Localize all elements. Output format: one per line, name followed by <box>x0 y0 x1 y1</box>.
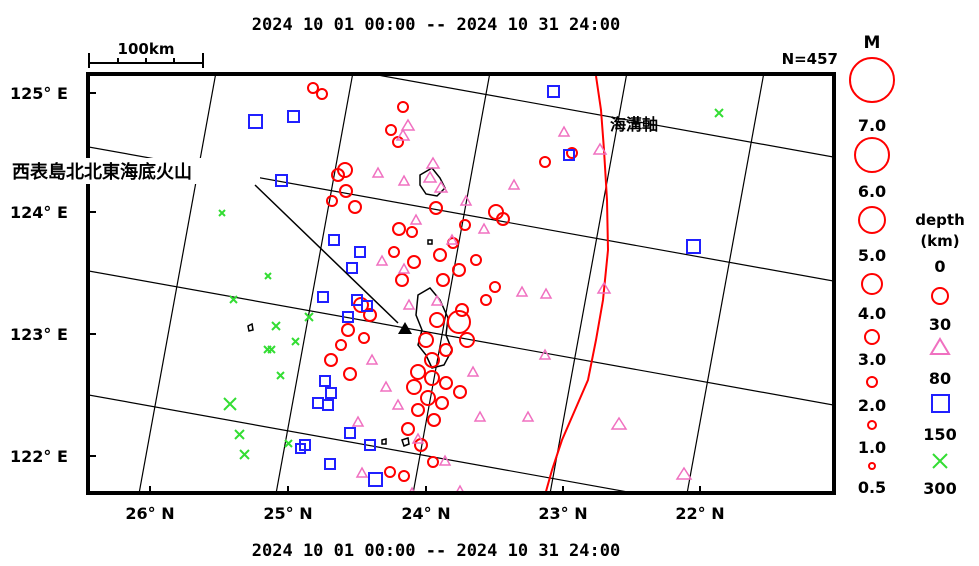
magnitude-legend: M 7.0 6.0 5.0 4.0 3.0 2.0 1.0 0.5 <box>849 33 895 497</box>
events-shallow <box>307 82 578 482</box>
magnitude-value: 1.0 <box>858 438 886 457</box>
scale-bar: 100km <box>88 40 204 68</box>
magnitude-value: 2.0 <box>858 396 886 415</box>
lon-label-125: 125° E <box>10 84 68 103</box>
depth-symbol-deep <box>931 394 950 413</box>
magnitude-symbol-6 <box>854 137 890 173</box>
magnitude-symbol-0-5 <box>868 462 876 470</box>
lon-label-122: 122° E <box>10 447 68 466</box>
map-frame <box>86 72 836 495</box>
latitude-gridlines <box>138 74 765 493</box>
depth-value: 150 <box>923 425 956 444</box>
depth-value: 30 <box>929 315 951 334</box>
left-axis-labels: 125° E 124° E 123° E 122° E <box>10 84 68 466</box>
volcano-marker-icon <box>398 322 412 334</box>
lat-label-23: 23° N <box>538 504 587 523</box>
bottom-axis-labels: 26° N 25° N 24° N 23° N 22° N <box>125 504 724 523</box>
lat-label-25: 25° N <box>263 504 312 523</box>
event-count-label: N=457 <box>782 50 838 68</box>
magnitude-legend-title: M <box>864 33 881 53</box>
magnitude-symbol-2 <box>866 376 878 388</box>
scale-bar-label: 100km <box>118 40 175 58</box>
axis-ticks <box>88 92 701 493</box>
events-deep <box>248 85 701 487</box>
depth-value: 300 <box>923 479 956 498</box>
magnitude-symbol-3 <box>864 329 880 345</box>
lat-label-22: 22° N <box>675 504 724 523</box>
magnitude-value: 5.0 <box>858 246 886 265</box>
magnitude-symbol-5 <box>858 206 886 234</box>
depth-value: 0 <box>934 257 945 276</box>
lat-label-26: 26° N <box>125 504 174 523</box>
lon-label-123: 123° E <box>10 325 68 344</box>
magnitude-value: 4.0 <box>858 304 886 323</box>
magnitude-symbol-4 <box>861 273 883 295</box>
map-area <box>88 74 834 493</box>
depth-symbol-very-deep <box>932 453 948 469</box>
events-intermediate <box>351 118 693 493</box>
depth-value: 80 <box>929 369 951 388</box>
depth-legend-unit: (km) <box>920 232 959 250</box>
volcano-label-bg <box>10 158 260 184</box>
lon-label-124: 124° E <box>10 203 68 222</box>
depth-legend-title: depth <box>915 211 965 229</box>
magnitude-symbol-1 <box>867 420 877 430</box>
volcano-label: 西表島北北東海底火山 <box>12 161 192 183</box>
depth-legend: depth (km) 0 30 80 150 300 <box>915 211 965 498</box>
period-top-label: 2024 10 01 00:00 -- 2024 10 31 24:00 <box>252 15 620 35</box>
depth-symbol-shallow <box>931 287 949 305</box>
magnitude-symbol-7 <box>849 57 895 103</box>
longitude-gridlines <box>88 74 834 493</box>
magnitude-value: 6.0 <box>858 182 886 201</box>
events-very-deep <box>218 108 724 460</box>
volcano-pointer-line <box>254 184 399 324</box>
depth-symbol-intermediate <box>929 337 951 355</box>
magnitude-value: 0.5 <box>858 478 886 497</box>
magnitude-value: 7.0 <box>858 116 886 135</box>
period-bottom-label: 2024 10 01 00:00 -- 2024 10 31 24:00 <box>252 541 620 561</box>
trench-axis-line <box>544 75 610 493</box>
lat-label-24: 24° N <box>401 504 450 523</box>
trench-axis-label: 海溝軸 <box>610 115 658 134</box>
magnitude-value: 3.0 <box>858 350 886 369</box>
